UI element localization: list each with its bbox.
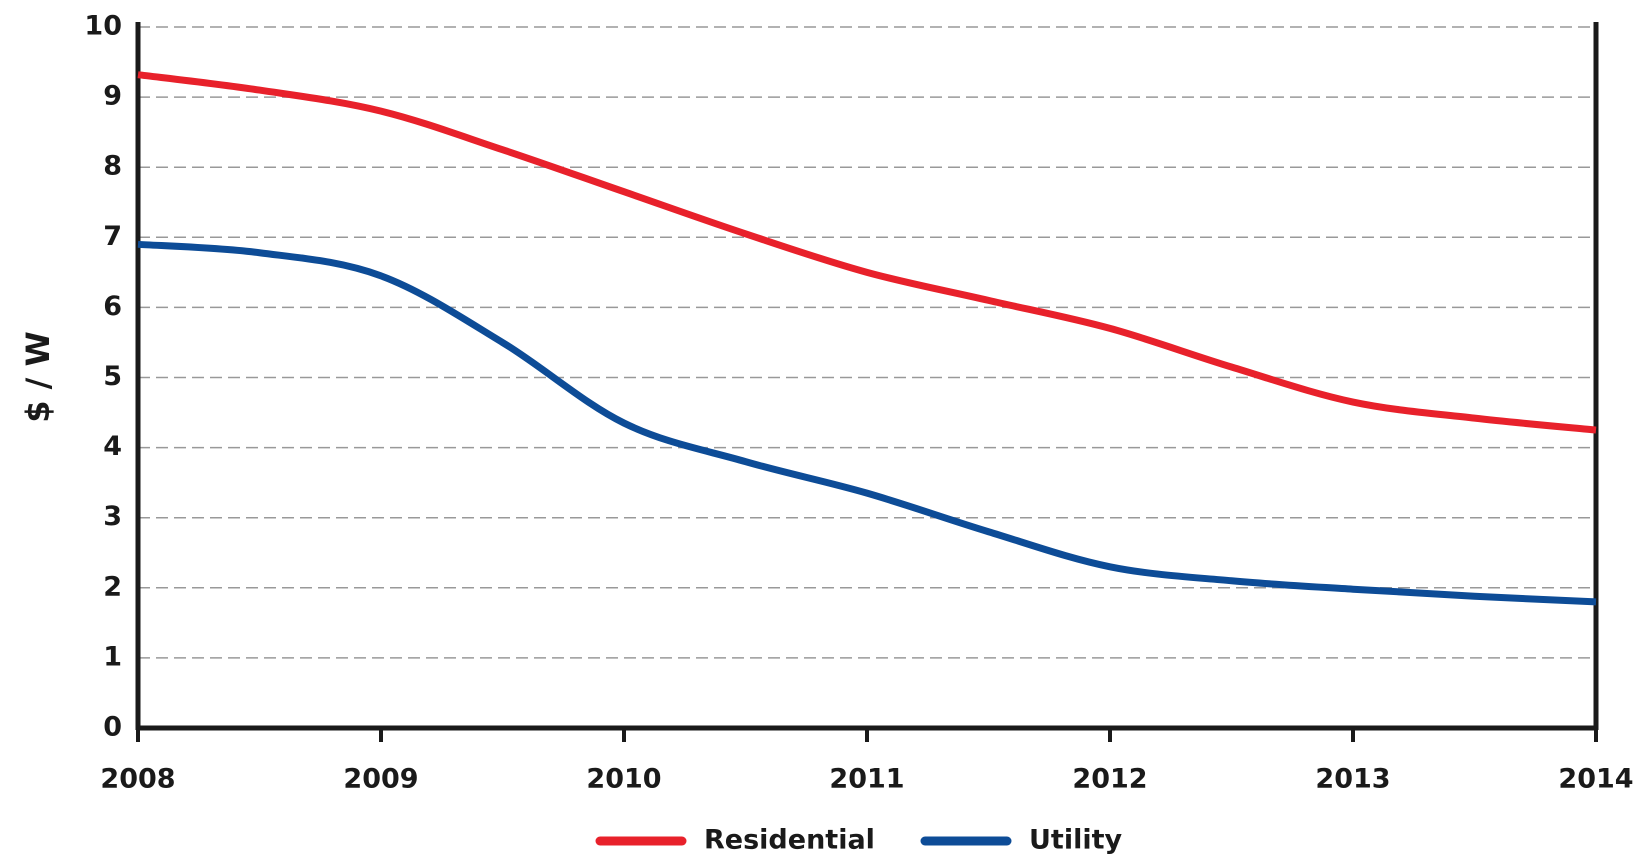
y-tick-label: 9 <box>103 81 122 112</box>
x-tick-label: 2009 <box>343 764 418 795</box>
y-tick-label: 0 <box>103 712 122 743</box>
y-tick-label: 4 <box>103 431 122 462</box>
y-axis-label: $ / W <box>19 331 57 423</box>
x-tick-label: 2013 <box>1315 764 1390 795</box>
x-tick-label: 2014 <box>1558 764 1633 795</box>
y-tick-label: 6 <box>103 291 122 322</box>
y-tick-label: 5 <box>103 361 122 392</box>
x-tick-label: 2010 <box>586 764 661 795</box>
y-tick-label: 7 <box>103 221 122 252</box>
x-tick-label: 2011 <box>829 764 904 795</box>
x-tick-label: 2012 <box>1072 764 1147 795</box>
series-line <box>137 240 1597 606</box>
y-tick-label: 8 <box>103 151 122 182</box>
legend-label: Utility <box>1029 825 1123 856</box>
y-tick-label: 1 <box>103 641 122 672</box>
y-tick-label: 10 <box>84 11 122 42</box>
y-tick-label: 3 <box>103 501 122 532</box>
x-tick-label: 2008 <box>100 764 175 795</box>
legend-label: Residential <box>704 825 875 856</box>
y-tick-label: 2 <box>103 571 122 602</box>
series-line <box>137 71 1597 434</box>
